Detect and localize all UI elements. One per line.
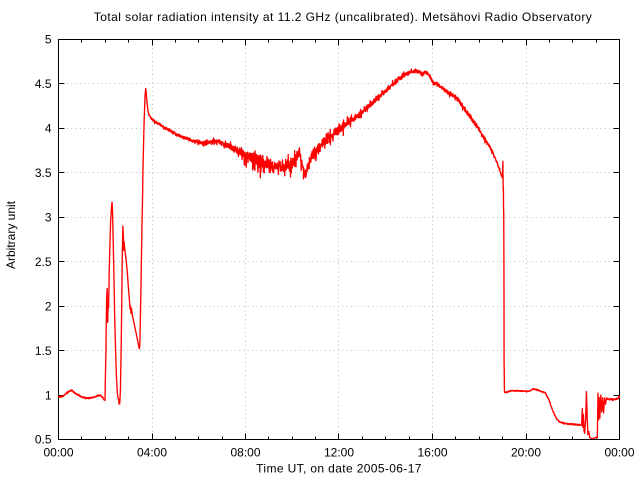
- svg-text:20:00: 20:00: [511, 446, 541, 460]
- svg-text:0.5: 0.5: [35, 433, 52, 447]
- svg-text:Arbitrary unit: Arbitrary unit: [4, 200, 18, 269]
- svg-text:1: 1: [45, 388, 52, 402]
- svg-text:12:00: 12:00: [324, 446, 354, 460]
- svg-text:2.5: 2.5: [35, 255, 52, 269]
- svg-text:08:00: 08:00: [230, 446, 260, 460]
- svg-text:16:00: 16:00: [417, 446, 447, 460]
- svg-text:5: 5: [45, 33, 52, 47]
- svg-text:2: 2: [45, 299, 52, 313]
- svg-text:04:00: 04:00: [137, 446, 167, 460]
- svg-text:Total solar radiation intensit: Total solar radiation intensity at 11.2 …: [94, 10, 592, 24]
- svg-text:1.5: 1.5: [35, 344, 52, 358]
- svg-text:4.5: 4.5: [35, 77, 52, 91]
- svg-text:Time UT, on date 2005-06-17: Time UT, on date 2005-06-17: [256, 462, 422, 476]
- svg-text:00:00: 00:00: [43, 446, 73, 460]
- svg-text:3: 3: [45, 211, 52, 225]
- svg-text:00:00: 00:00: [604, 446, 634, 460]
- svg-text:4: 4: [45, 122, 52, 136]
- svg-text:3.5: 3.5: [35, 166, 52, 180]
